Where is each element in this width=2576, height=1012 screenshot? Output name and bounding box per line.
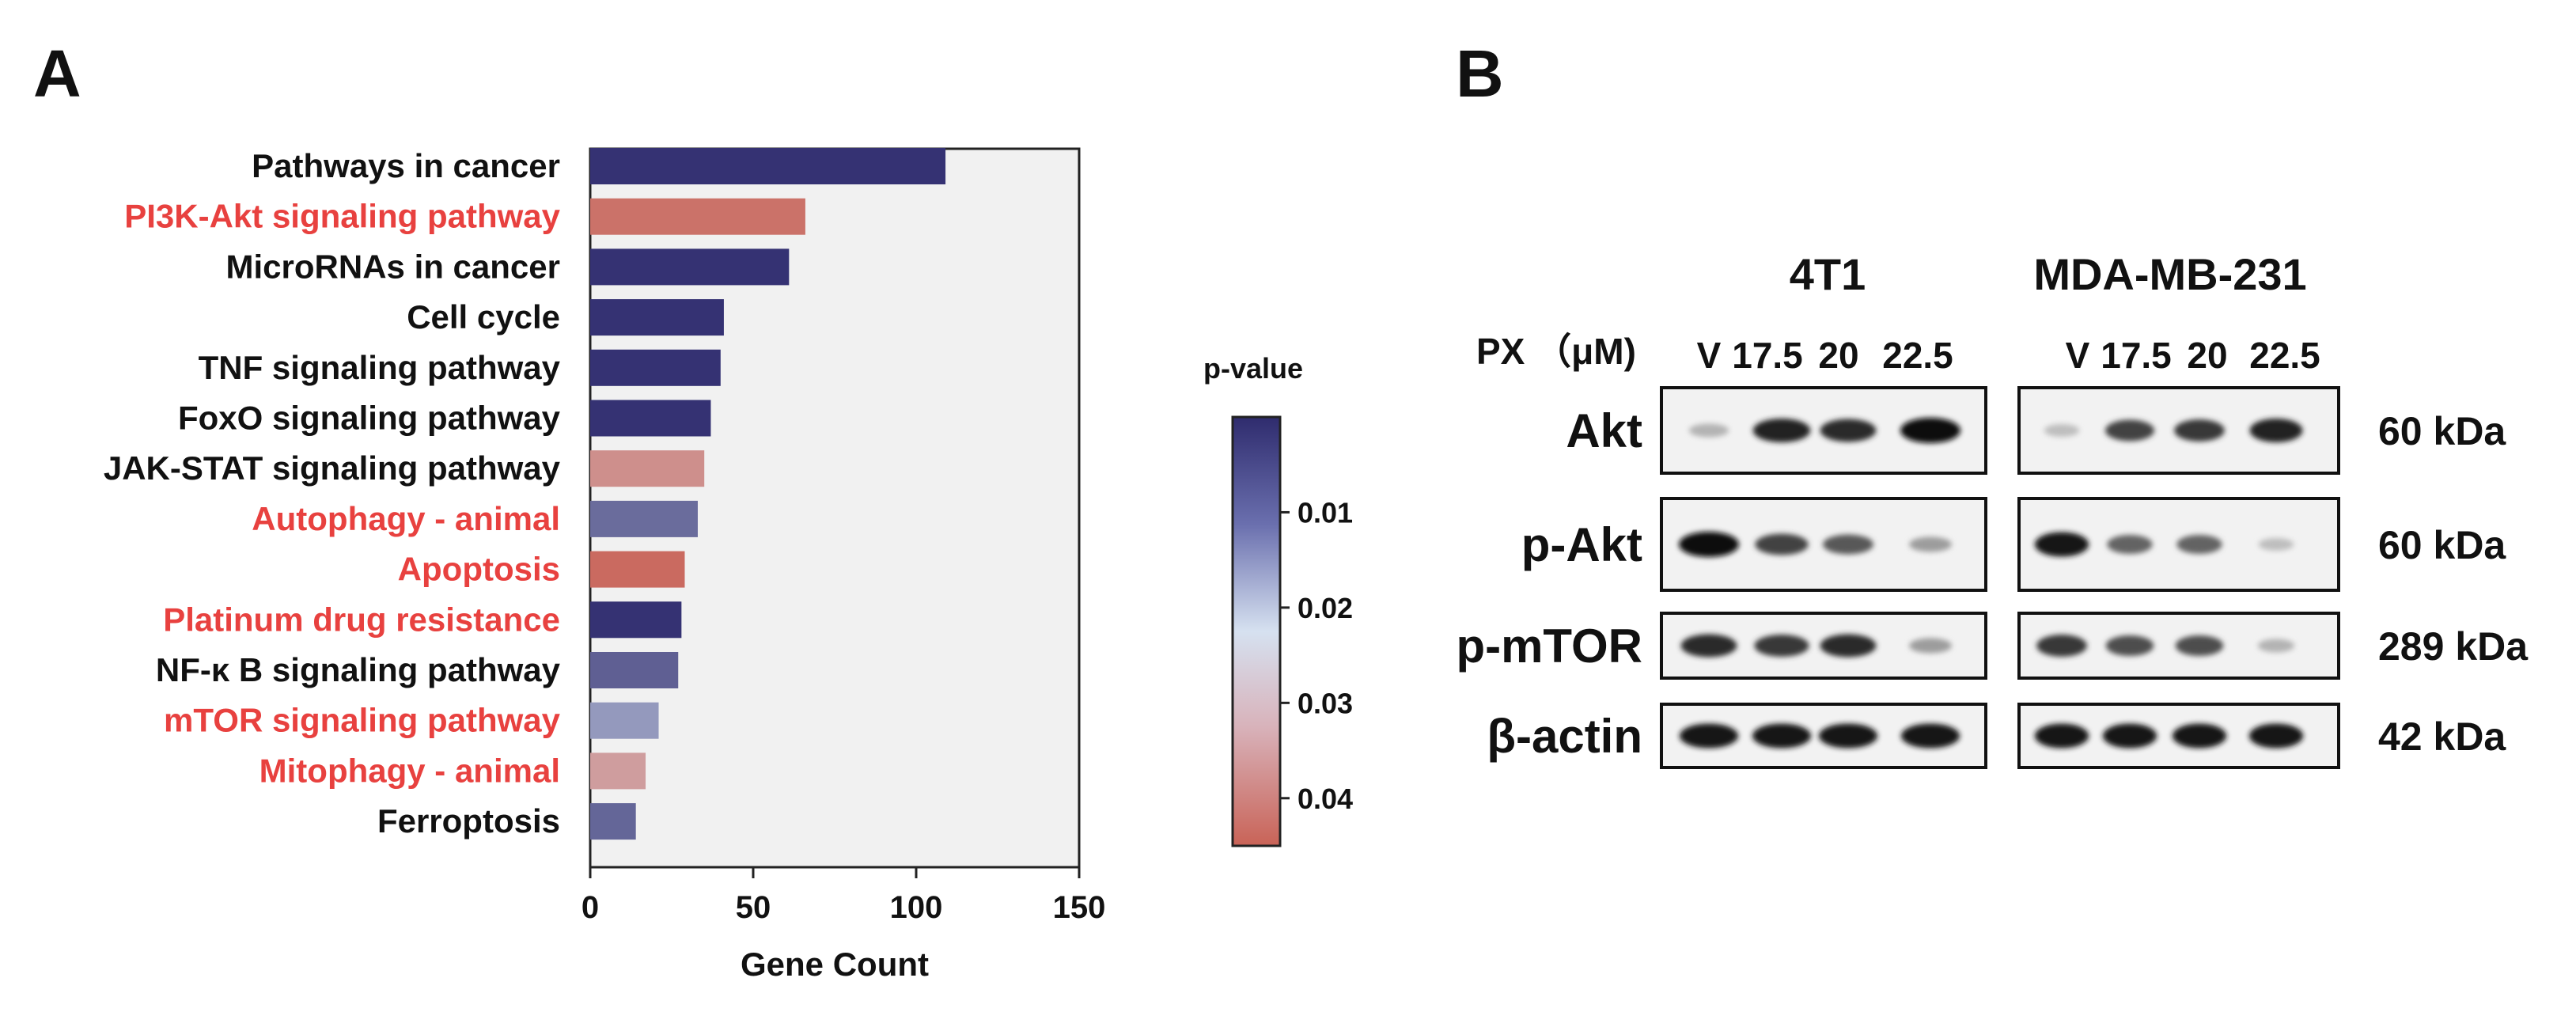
blot-band (1688, 423, 1729, 438)
kda-label: 289 kDa (2378, 624, 2529, 669)
category-label: mTOR signaling pathway (164, 702, 561, 739)
western-blot: 4T1 MDA-MB-231 PX （μM) V 17.5 20 22.5 V 17.5 2… (1456, 249, 2529, 769)
blot-band (2034, 723, 2089, 749)
treatment-label: PX （μM) (1476, 331, 1636, 372)
blot-band (2249, 419, 2303, 442)
blot-band (1752, 723, 1812, 749)
blot-band (2248, 723, 2304, 749)
category-label: FoxO signaling pathway (178, 400, 561, 437)
lane-label: V (1697, 335, 1722, 376)
panel-letter-a: A (33, 36, 81, 111)
category-label: Ferroptosis (377, 802, 560, 840)
bar (590, 601, 682, 639)
category-label: NF-κ B signaling pathway (156, 651, 561, 688)
lane-label: 22.5 (2249, 335, 2320, 376)
category-label: Autophagy - animal (252, 500, 560, 537)
x-tick-label: 100 (890, 890, 943, 925)
blot-band (1755, 533, 1809, 555)
bar (590, 652, 679, 688)
lane-label: V (2066, 335, 2090, 376)
lane-label: 20 (1818, 335, 1858, 376)
lane-label: 22.5 (1882, 335, 1953, 376)
lane-label: 17.5 (1732, 335, 1803, 376)
blot-band (1752, 419, 1811, 442)
blot-band (2174, 419, 2225, 442)
x-tick-label: 150 (1053, 890, 1106, 925)
bar (590, 198, 805, 235)
lane-label: 17.5 (2101, 335, 2172, 376)
blot-band (1679, 532, 1739, 557)
bar (590, 702, 659, 739)
blot-band (2044, 424, 2080, 437)
blot-band (2172, 723, 2227, 749)
blot-band (2175, 635, 2224, 656)
blot-band (2176, 535, 2222, 554)
colorbar-tick-label: 0.02 (1297, 592, 1353, 624)
panel-letter-b: B (1456, 36, 1504, 111)
x-tick-label: 0 (581, 890, 599, 925)
lane-label: 20 (2187, 335, 2227, 376)
colorbar-title: p-value (1203, 352, 1303, 385)
bar (590, 551, 685, 588)
colorbar-tick-label: 0.01 (1297, 496, 1353, 529)
bar (590, 500, 698, 537)
protein-label: p-Akt (1521, 518, 1642, 571)
kda-label: 60 kDa (2378, 523, 2506, 567)
blot-band (1900, 418, 1960, 443)
category-label: Mitophagy - animal (259, 752, 560, 789)
bar-chart-gene-count: Pathways in cancer PI3K-Akt signaling pat… (104, 147, 1106, 983)
p-value-colorbar: p-value 0.01 0.02 0.03 0.04 (1203, 352, 1353, 847)
blot-band (1820, 419, 1877, 442)
blot-band (2257, 639, 2295, 653)
bar (590, 148, 946, 184)
protein-label: β-actin (1487, 710, 1642, 763)
blot-band (1900, 723, 1960, 749)
bar (590, 803, 636, 840)
bar (590, 450, 705, 487)
category-label: Apoptosis (398, 551, 560, 588)
blot-band (1679, 723, 1739, 749)
category-label: Platinum drug resistance (163, 601, 560, 638)
category-label: Cell cycle (407, 298, 560, 335)
colorbar-tick-label: 0.04 (1297, 783, 1353, 815)
blot-band (1754, 635, 1809, 657)
blot-band (1909, 536, 1952, 552)
blot-band (2107, 535, 2153, 554)
colorbar-tick-label: 0.03 (1297, 687, 1353, 719)
group-label-4t1: 4T1 (1790, 249, 1866, 299)
bar (590, 299, 724, 336)
blot-band (2102, 723, 2157, 749)
x-tick-label: 50 (736, 890, 771, 925)
blot-band (1818, 723, 1878, 749)
kda-label: 60 kDa (2378, 409, 2506, 453)
category-label: TNF signaling pathway (199, 349, 561, 386)
kda-label: 42 kDa (2378, 714, 2506, 759)
category-label: JAK-STAT signaling pathway (104, 449, 561, 487)
bar (590, 752, 646, 790)
blot-band (1822, 534, 1874, 555)
protein-label: p-mTOR (1456, 620, 1642, 673)
blot-band (1820, 634, 1877, 658)
x-axis-title: Gene Count (741, 946, 929, 983)
bar (590, 349, 721, 386)
bar (590, 400, 711, 437)
category-label: Pathways in cancer (252, 147, 560, 184)
blot-band (1680, 634, 1737, 658)
blot-band (2036, 635, 2087, 657)
blot-band (2105, 635, 2154, 656)
blot-band (1909, 638, 1952, 654)
category-label: MicroRNAs in cancer (226, 248, 560, 285)
blot-band (2034, 532, 2089, 557)
bar (590, 248, 790, 286)
colorbar-gradient (1231, 415, 1282, 847)
blot-band (2104, 419, 2155, 442)
protein-label: Akt (1566, 404, 1642, 457)
group-label-mda-mb-231: MDA-MB-231 (2033, 249, 2306, 299)
blot-band (2258, 538, 2294, 551)
category-label: PI3K-Akt signaling pathway (124, 198, 560, 235)
